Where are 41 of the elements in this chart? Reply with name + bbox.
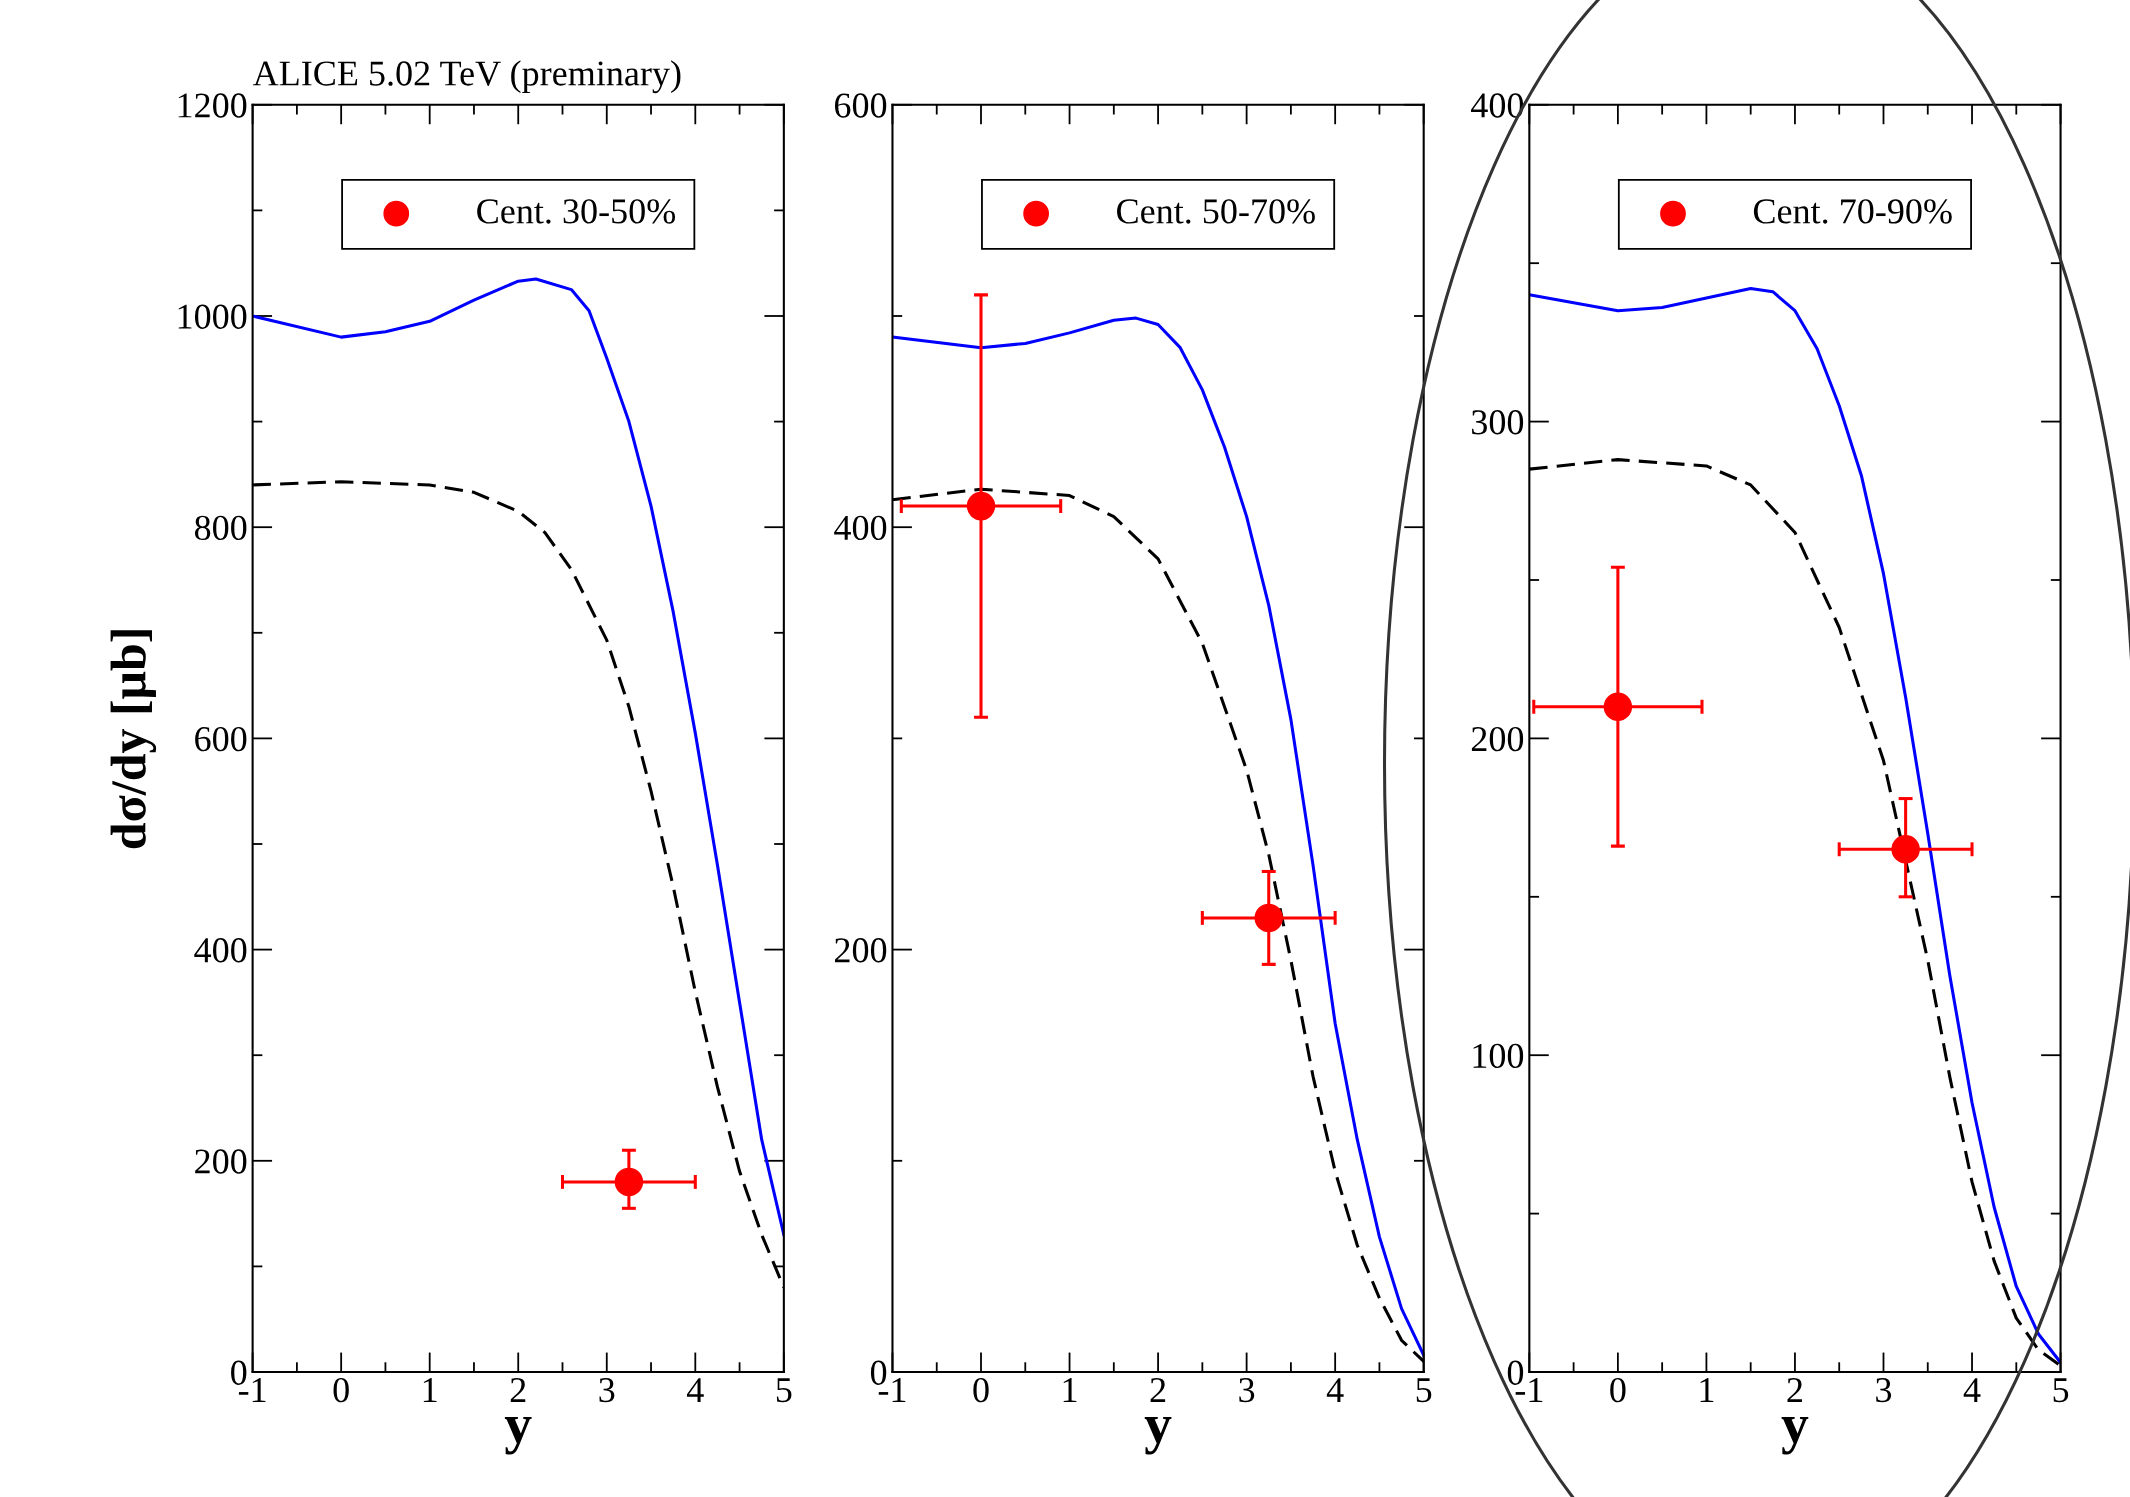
y-tick-label: 200 xyxy=(835,938,887,963)
x-tick-label: 5 xyxy=(2053,1378,2069,1403)
y-tick-label: 200 xyxy=(195,1149,247,1174)
x-axis-title: y xyxy=(1781,1416,1809,1455)
y-tick-label: 200 xyxy=(1471,726,1524,752)
y-tick-label: 1200 xyxy=(178,93,247,118)
x-tick-label: 5 xyxy=(776,1378,792,1403)
x-tick-label: 1 xyxy=(1700,1378,1714,1402)
x-tick-label: 3 xyxy=(1876,1378,1892,1403)
line-series xyxy=(1529,287,2061,1365)
x-tick-label: 2 xyxy=(510,1378,526,1402)
x-tick-label: 5 xyxy=(1416,1378,1432,1403)
legend-label: Cent. 70-90% xyxy=(1753,199,1952,224)
x-tick-label: 1 xyxy=(1063,1378,1077,1402)
y-tick-label: 400 xyxy=(834,515,887,541)
chart-title: ALICE 5.02 TeV (preminary) xyxy=(252,60,681,94)
y-tick-label: 400 xyxy=(194,938,247,963)
x-tick-label: 0 xyxy=(333,1377,349,1403)
x-axis-title: y xyxy=(1144,1416,1172,1455)
y-tick-label: 300 xyxy=(1472,410,1524,435)
x-tick-label: 1 xyxy=(423,1378,437,1402)
y-axis-title: dσ/dy [μb] xyxy=(110,630,157,849)
x-tick-label: 2 xyxy=(1150,1378,1166,1402)
line-series xyxy=(892,316,1424,1357)
x-axis-title: y xyxy=(504,1416,532,1455)
y-tick-label: 100 xyxy=(1473,1043,1524,1069)
x-tick-label: 4 xyxy=(1963,1378,1981,1402)
y-tick-label: 800 xyxy=(194,515,247,541)
x-tick-label: 0 xyxy=(973,1377,989,1403)
legend-label: Cent. 50-70% xyxy=(1117,199,1315,224)
x-tick-label: 3 xyxy=(1239,1378,1255,1403)
y-tick-label: 600 xyxy=(195,726,247,752)
line-series xyxy=(252,277,784,1237)
x-tick-label: 3 xyxy=(599,1378,615,1403)
x-tick-label: 0 xyxy=(1610,1377,1626,1403)
y-tick-label: 1000 xyxy=(178,304,247,329)
y-tick-label: 600 xyxy=(834,93,887,118)
legend-label: Cent. 30-50% xyxy=(477,199,676,224)
x-tick-label: 4 xyxy=(1326,1378,1344,1402)
x-tick-label: 4 xyxy=(686,1378,704,1402)
x-tick-label: 2 xyxy=(1787,1378,1802,1402)
